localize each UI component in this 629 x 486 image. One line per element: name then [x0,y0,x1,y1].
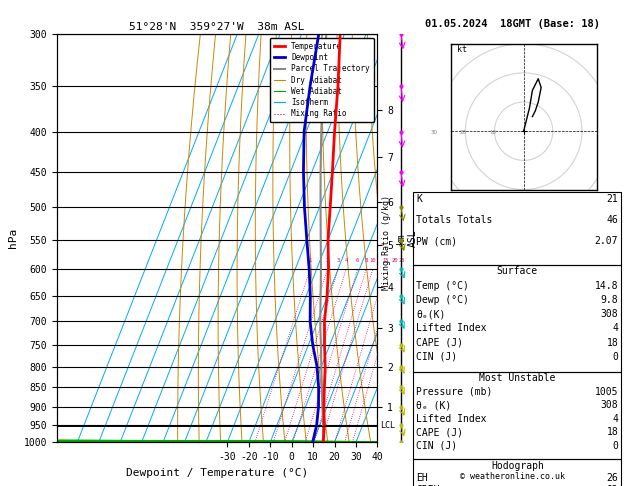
Text: 92: 92 [606,485,618,486]
Text: CIN (J): CIN (J) [416,352,457,362]
Text: Temp (°C): Temp (°C) [416,280,469,291]
Text: Totals Totals: Totals Totals [416,215,493,225]
Text: Lifted Index: Lifted Index [416,323,487,333]
Text: 46: 46 [606,215,618,225]
Text: 4: 4 [345,258,348,263]
Text: 0: 0 [613,440,618,451]
Text: 18: 18 [606,427,618,437]
Text: 10: 10 [370,258,376,263]
Text: CAPE (J): CAPE (J) [416,427,464,437]
Text: 20: 20 [391,258,398,263]
Text: 1: 1 [308,258,312,263]
Legend: Temperature, Dewpoint, Parcel Trajectory, Dry Adiabat, Wet Adiabat, Isotherm, Mi: Temperature, Dewpoint, Parcel Trajectory… [270,38,374,122]
Text: θₑ (K): θₑ (K) [416,400,452,410]
Text: Hodograph: Hodograph [491,461,544,471]
Text: 18: 18 [606,338,618,347]
Text: 308: 308 [601,309,618,319]
Text: Most Unstable: Most Unstable [479,373,555,383]
Text: 9.8: 9.8 [601,295,618,305]
Text: 4: 4 [613,323,618,333]
Text: 25: 25 [399,258,406,263]
Text: PW (cm): PW (cm) [416,236,457,246]
Text: Dewp (°C): Dewp (°C) [416,295,469,305]
Text: 8: 8 [365,258,368,263]
Text: 4: 4 [613,414,618,424]
X-axis label: Dewpoint / Temperature (°C): Dewpoint / Temperature (°C) [126,468,308,478]
Y-axis label: hPa: hPa [8,228,18,248]
Text: 2: 2 [326,258,329,263]
Text: CIN (J): CIN (J) [416,440,457,451]
Title: 51°28'N  359°27'W  38m ASL: 51°28'N 359°27'W 38m ASL [129,22,305,32]
Text: 0: 0 [613,352,618,362]
Text: 10: 10 [489,130,496,135]
Text: SREH: SREH [416,485,440,486]
Text: EH: EH [416,473,428,483]
Text: Lifted Index: Lifted Index [416,414,487,424]
Text: CAPE (J): CAPE (J) [416,338,464,347]
Text: θₑ(K): θₑ(K) [416,309,446,319]
Text: 6: 6 [356,258,359,263]
Text: 20: 20 [460,130,467,135]
Text: Surface: Surface [497,266,538,277]
Text: K: K [416,194,422,205]
Text: 30: 30 [431,130,438,135]
Text: 26: 26 [606,473,618,483]
Text: 01.05.2024  18GMT (Base: 18): 01.05.2024 18GMT (Base: 18) [425,19,600,30]
Text: Pressure (mb): Pressure (mb) [416,387,493,397]
Text: 14.8: 14.8 [595,280,618,291]
Text: 21: 21 [606,194,618,205]
Text: 2.07: 2.07 [595,236,618,246]
Text: 15: 15 [382,258,389,263]
Text: LCL: LCL [381,421,396,430]
Text: 1005: 1005 [595,387,618,397]
Text: kt: kt [457,46,467,54]
Text: © weatheronline.co.uk: © weatheronline.co.uk [460,472,565,481]
Text: Mixing Ratio (g/kg): Mixing Ratio (g/kg) [382,195,391,291]
Text: 308: 308 [601,400,618,410]
Text: 3: 3 [337,258,340,263]
Y-axis label: km
ASL: km ASL [396,229,418,247]
